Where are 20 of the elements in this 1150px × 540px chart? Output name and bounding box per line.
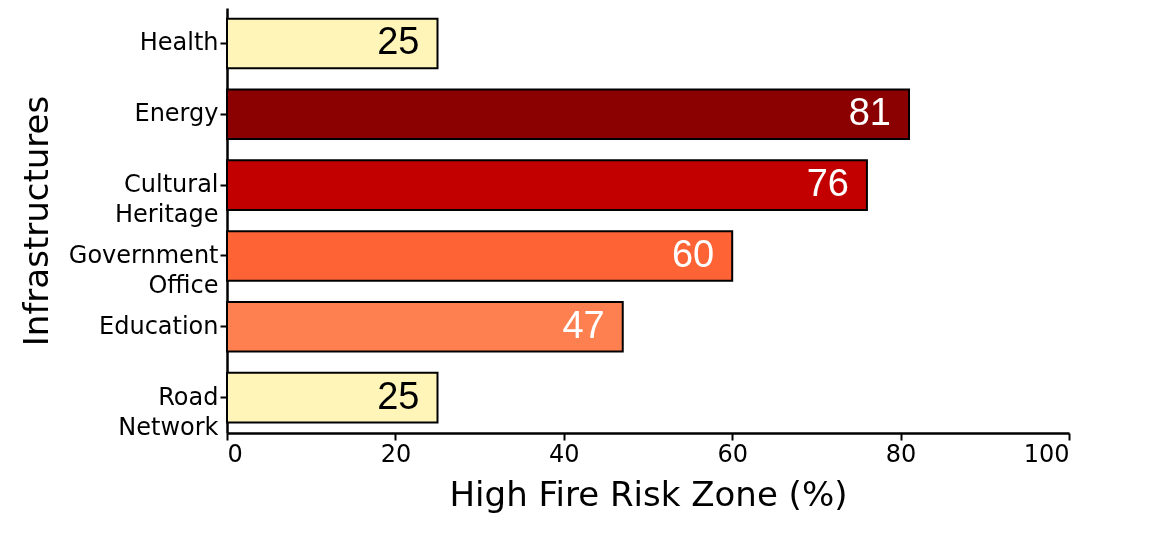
data-label: 25 bbox=[377, 374, 420, 417]
data-label: 81 bbox=[848, 91, 892, 134]
x-tick-label: 60 bbox=[717, 439, 748, 468]
y-tick-label: Government Office bbox=[68, 240, 219, 299]
x-tick-label: 20 bbox=[380, 439, 412, 468]
y-axis-title: Infrastructures bbox=[15, 95, 56, 347]
data-label: 25 bbox=[377, 20, 420, 63]
x-tick-label: 0 bbox=[227, 439, 243, 468]
y-tick-label: Education bbox=[99, 311, 219, 340]
x-tick-label: 100 bbox=[1023, 439, 1070, 468]
y-tick-label: Energy bbox=[134, 99, 219, 128]
x-axis-title: High Fire Risk Zone (%) bbox=[449, 473, 848, 514]
x-tick-label: 80 bbox=[885, 439, 917, 468]
data-label: 47 bbox=[562, 303, 605, 346]
data-label: 60 bbox=[671, 232, 715, 275]
y-tick-label: Health bbox=[139, 28, 219, 57]
y-tick-label: Cultural Heritage bbox=[115, 170, 219, 229]
data-label: 76 bbox=[806, 162, 849, 205]
y-tick-label: Road Network bbox=[118, 382, 219, 441]
x-tick-label: 40 bbox=[549, 439, 580, 468]
